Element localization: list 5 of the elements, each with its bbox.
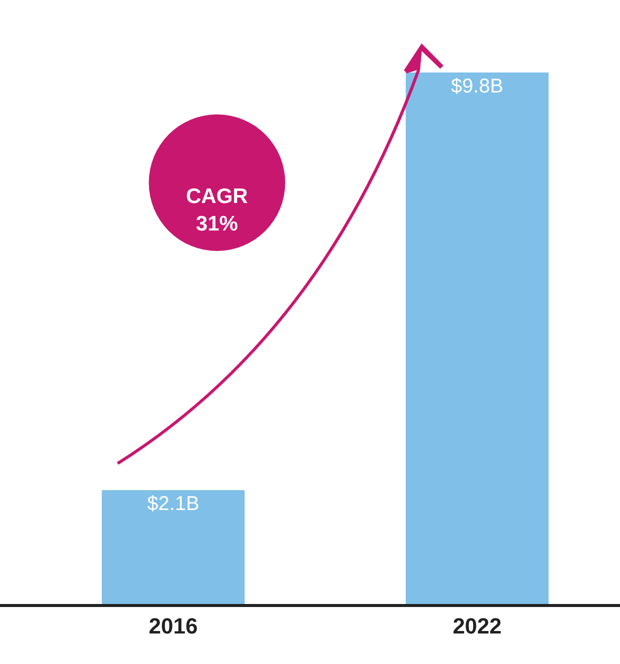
data-label: $9.8B	[451, 76, 504, 98]
x-tick-label: 2016	[148, 613, 198, 638]
annotation: CAGR 31%	[186, 185, 248, 236]
x-tick-label: 2022	[452, 613, 502, 638]
data-label: $2.1B	[147, 493, 200, 516]
